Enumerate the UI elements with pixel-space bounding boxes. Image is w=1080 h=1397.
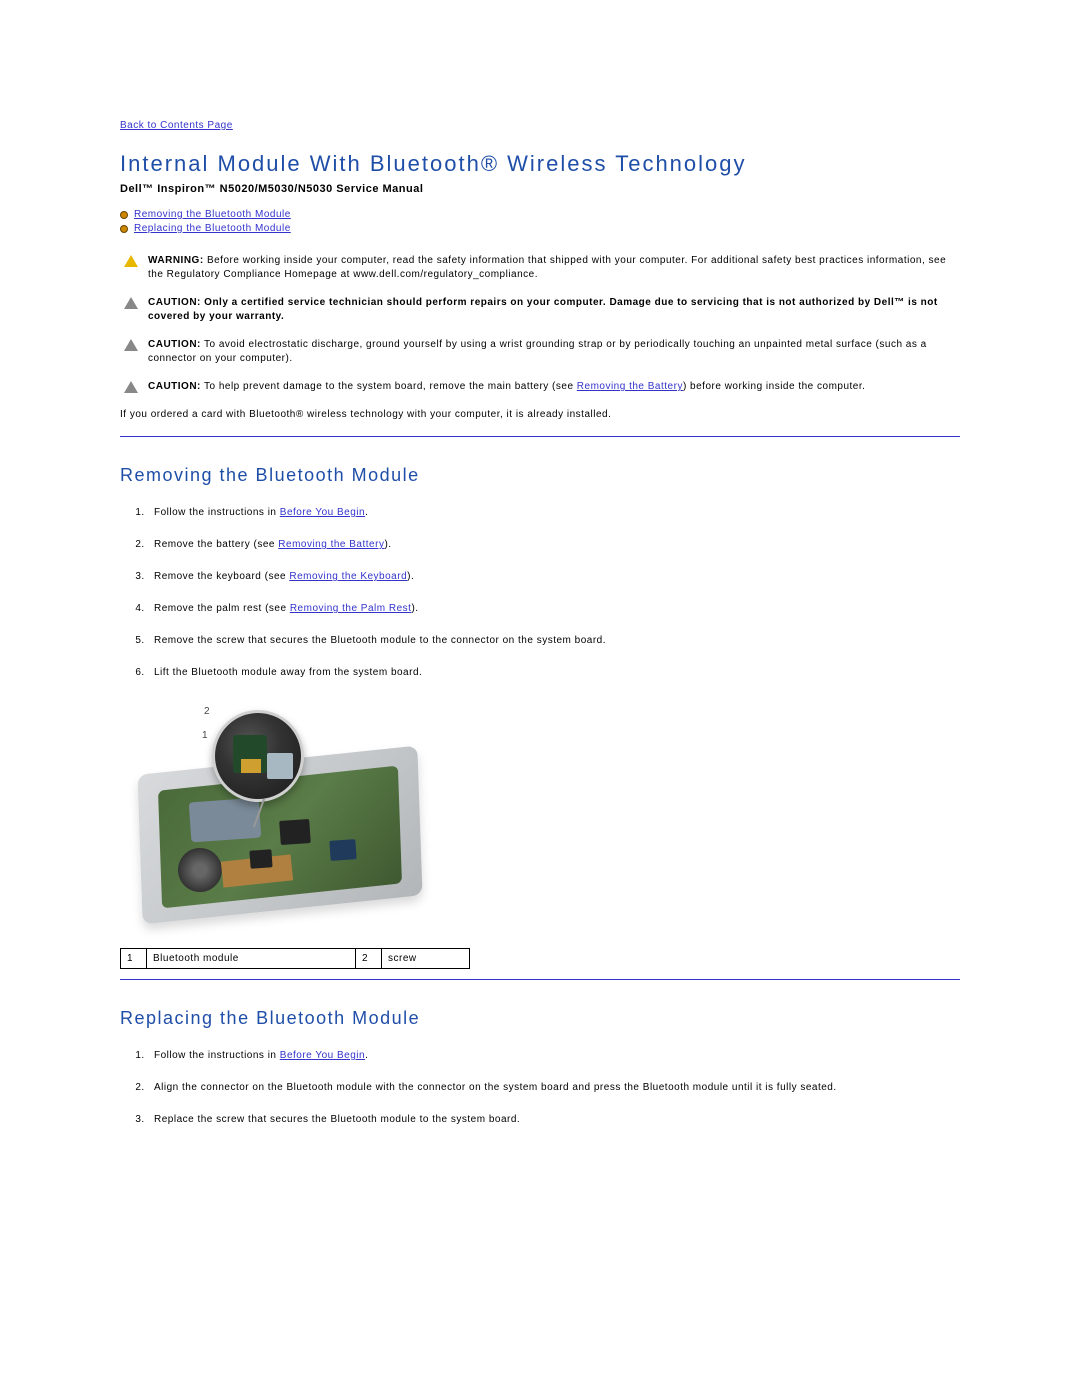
chip-shape — [329, 839, 356, 861]
link-removing-palm-rest[interactable]: Removing the Palm Rest — [290, 603, 412, 614]
removing-steps-list: Follow the instructions in Before You Be… — [120, 506, 960, 680]
zoom-detail — [241, 759, 261, 773]
step-text: Remove the battery (see — [154, 539, 278, 550]
caution-label: CAUTION: — [148, 297, 201, 308]
warning-triangle-icon — [124, 255, 138, 267]
section-heading-replacing: Replacing the Bluetooth Module — [120, 1008, 960, 1029]
step-text: . — [365, 1050, 368, 1061]
bullet-icon — [120, 225, 128, 233]
intro-paragraph: If you ordered a card with Bluetooth® wi… — [120, 408, 960, 422]
toc-item: Replacing the Bluetooth Module — [120, 223, 960, 234]
warning-body: Before working inside your computer, rea… — [148, 255, 946, 280]
zoom-circle — [212, 710, 304, 802]
step-text: ). — [407, 571, 414, 582]
step-text: ). — [411, 603, 418, 614]
step-text: Follow the instructions in — [154, 507, 280, 518]
link-before-you-begin[interactable]: Before You Begin — [280, 507, 365, 518]
caution-label: CAUTION: — [148, 339, 201, 350]
legend-num: 2 — [355, 949, 381, 969]
zoom-detail — [267, 753, 293, 779]
caution-label: CAUTION: — [148, 381, 201, 392]
caution-notice: CAUTION: Only a certified service techni… — [120, 296, 960, 324]
caution-notice: CAUTION: To help prevent damage to the s… — [120, 380, 960, 394]
caution-notice: CAUTION: To avoid electrostatic discharg… — [120, 338, 960, 366]
caution-pre: To help prevent damage to the system boa… — [201, 381, 577, 392]
caution-text: CAUTION: To help prevent damage to the s… — [148, 380, 865, 394]
callout-legend-table: 1 Bluetooth module 2 screw — [120, 948, 470, 969]
slot-shape — [189, 798, 262, 843]
chip-shape — [279, 819, 311, 845]
step-item: Follow the instructions in Before You Be… — [148, 506, 960, 520]
section-heading-removing: Removing the Bluetooth Module — [120, 465, 960, 486]
step-item: Remove the screw that secures the Blueto… — [148, 634, 960, 648]
toc-link-removing[interactable]: Removing the Bluetooth Module — [134, 209, 291, 220]
toc-link-replacing[interactable]: Replacing the Bluetooth Module — [134, 223, 291, 234]
back-to-contents-link[interactable]: Back to Contents Page — [120, 120, 233, 131]
step-text: Remove the palm rest (see — [154, 603, 290, 614]
step-text: Remove the keyboard (see — [154, 571, 289, 582]
step-item: Remove the palm rest (see Removing the P… — [148, 602, 960, 616]
legend-text: screw — [381, 949, 469, 969]
section-divider — [120, 436, 960, 437]
caution-body-bold: Only a certified service technician shou… — [148, 297, 938, 322]
warning-text: WARNING: Before working inside your comp… — [148, 254, 960, 282]
caution-triangle-icon — [124, 381, 138, 393]
caution-triangle-icon — [124, 339, 138, 351]
warning-label: WARNING: — [148, 255, 204, 266]
warning-notice: WARNING: Before working inside your comp… — [120, 254, 960, 282]
caution-text: CAUTION: To avoid electrostatic discharg… — [148, 338, 960, 366]
legend-num: 1 — [121, 949, 147, 969]
table-row: 1 Bluetooth module 2 screw — [121, 949, 470, 969]
caution-body: To avoid electrostatic discharge, ground… — [148, 339, 927, 364]
manual-subtitle: Dell™ Inspiron™ N5020/M5030/N5030 Servic… — [120, 183, 960, 195]
table-of-contents: Removing the Bluetooth Module Replacing … — [120, 209, 960, 234]
link-removing-keyboard[interactable]: Removing the Keyboard — [289, 571, 407, 582]
caution-post: ) before working inside the computer. — [683, 381, 865, 392]
step-text: Follow the instructions in — [154, 1050, 280, 1061]
toc-item: Removing the Bluetooth Module — [120, 209, 960, 220]
step-text: ). — [384, 539, 391, 550]
legend-text: Bluetooth module — [147, 949, 356, 969]
section-divider — [120, 979, 960, 980]
page-title: Internal Module With Bluetooth® Wireless… — [120, 151, 960, 177]
link-removing-battery[interactable]: Removing the Battery — [577, 381, 683, 392]
step-item: Align the connector on the Bluetooth mod… — [148, 1081, 960, 1095]
step-text: . — [365, 507, 368, 518]
step-item: Follow the instructions in Before You Be… — [148, 1049, 960, 1063]
link-removing-battery[interactable]: Removing the Battery — [278, 539, 384, 550]
caution-triangle-icon — [124, 297, 138, 309]
chip-shape — [249, 849, 272, 868]
caution-text: CAUTION: Only a certified service techni… — [148, 296, 960, 324]
step-item: Replace the screw that secures the Bluet… — [148, 1113, 960, 1127]
link-before-you-begin[interactable]: Before You Begin — [280, 1050, 365, 1061]
bluetooth-module-figure: 1 2 — [130, 700, 430, 930]
callout-label-2: 2 — [204, 706, 210, 717]
step-item: Lift the Bluetooth module away from the … — [148, 666, 960, 680]
replacing-steps-list: Follow the instructions in Before You Be… — [120, 1049, 960, 1127]
step-item: Remove the keyboard (see Removing the Ke… — [148, 570, 960, 584]
callout-label-1: 1 — [202, 730, 208, 741]
bullet-icon — [120, 211, 128, 219]
step-item: Remove the battery (see Removing the Bat… — [148, 538, 960, 552]
